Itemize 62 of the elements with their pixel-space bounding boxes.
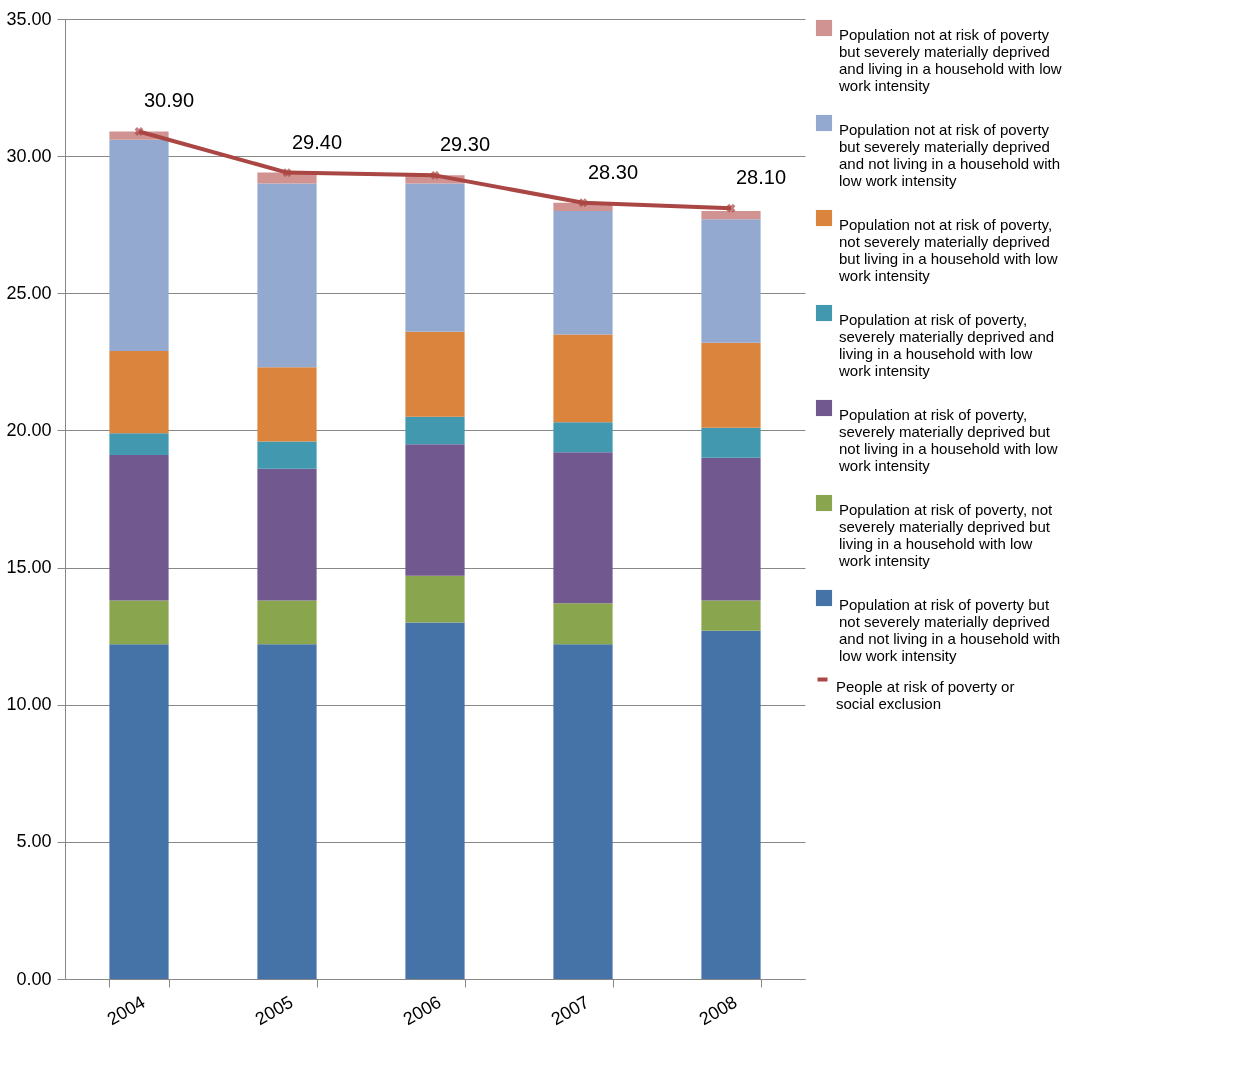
bar (257, 441, 317, 469)
x-tick-label: 2006 (399, 991, 445, 1030)
bar (257, 600, 317, 645)
point (430, 170, 440, 180)
bar (701, 457, 761, 601)
bar (553, 603, 613, 645)
bar (109, 139, 169, 351)
y-tick-label: 30.00 (6, 145, 52, 166)
legend-label: Population not at risk of poverty but severely materially deprived and living in a household with low work intensity (838, 26, 1062, 94)
x-tick-label: 2004 (103, 991, 149, 1030)
bar (553, 452, 613, 604)
bar (109, 600, 169, 645)
bar (405, 622, 465, 979)
legend-label: Population not at risk of poverty, not severely materially deprived but living in a household with low work intensity (838, 216, 1058, 284)
legend-label: Population at risk of poverty, severely materially deprived and living in a household with low work intensity (838, 311, 1055, 379)
bar (257, 367, 317, 442)
bar (109, 433, 169, 456)
legend-label: Population at risk of poverty but not severely materially deprived and not living in a household with low work intensity (839, 596, 1060, 664)
point (282, 168, 292, 178)
point (578, 198, 588, 208)
y-tick-label: 0.00 (16, 968, 52, 989)
y-tick-label: 10.00 (6, 694, 52, 715)
bar (109, 644, 169, 979)
bar (405, 416, 465, 445)
bar (109, 350, 169, 434)
bar (257, 183, 317, 368)
bar (701, 427, 761, 458)
legend-label: Population at risk of poverty, severely materially deprived but not living in a household with low work intensity (838, 406, 1058, 474)
data-label: 29.30 (439, 133, 491, 156)
legend-label: People at risk of poverty or social exclusion (836, 677, 1015, 712)
bar (701, 211, 761, 220)
data-label: 30.90 (143, 89, 195, 112)
bar (405, 183, 465, 332)
bar (701, 630, 761, 979)
legend-label: Population at risk of poverty, not severely materially deprived but living in a household with low work intensity (838, 501, 1053, 569)
point (134, 127, 144, 136)
bar (701, 600, 761, 631)
bar (553, 334, 613, 423)
y-tick-label: 25.00 (6, 282, 52, 303)
point (726, 203, 736, 213)
bar (701, 342, 761, 428)
x-tick-label: 2005 (251, 991, 297, 1030)
y-tick-label: 15.00 (6, 557, 52, 578)
bar (405, 331, 465, 417)
y-tick-label: 35.00 (6, 8, 52, 29)
bar (257, 468, 317, 601)
x-tick-label: 2008 (695, 991, 741, 1030)
data-label: 28.30 (587, 160, 639, 183)
legend-label: Population not at risk of poverty but severely materially deprived and not living in a household with low work intensity (839, 121, 1060, 189)
data-label: 28.10 (735, 166, 787, 189)
bar (553, 644, 613, 979)
y-tick-label: 20.00 (6, 419, 52, 440)
bar (405, 575, 465, 623)
data-label: 29.40 (291, 130, 343, 153)
y-tick-label: 5.00 (16, 831, 52, 852)
bar (701, 219, 761, 343)
bar (257, 644, 317, 979)
bar (553, 211, 613, 335)
bar (405, 444, 465, 576)
bar (109, 455, 169, 601)
bar (553, 422, 613, 453)
x-tick-label: 2007 (547, 991, 593, 1030)
